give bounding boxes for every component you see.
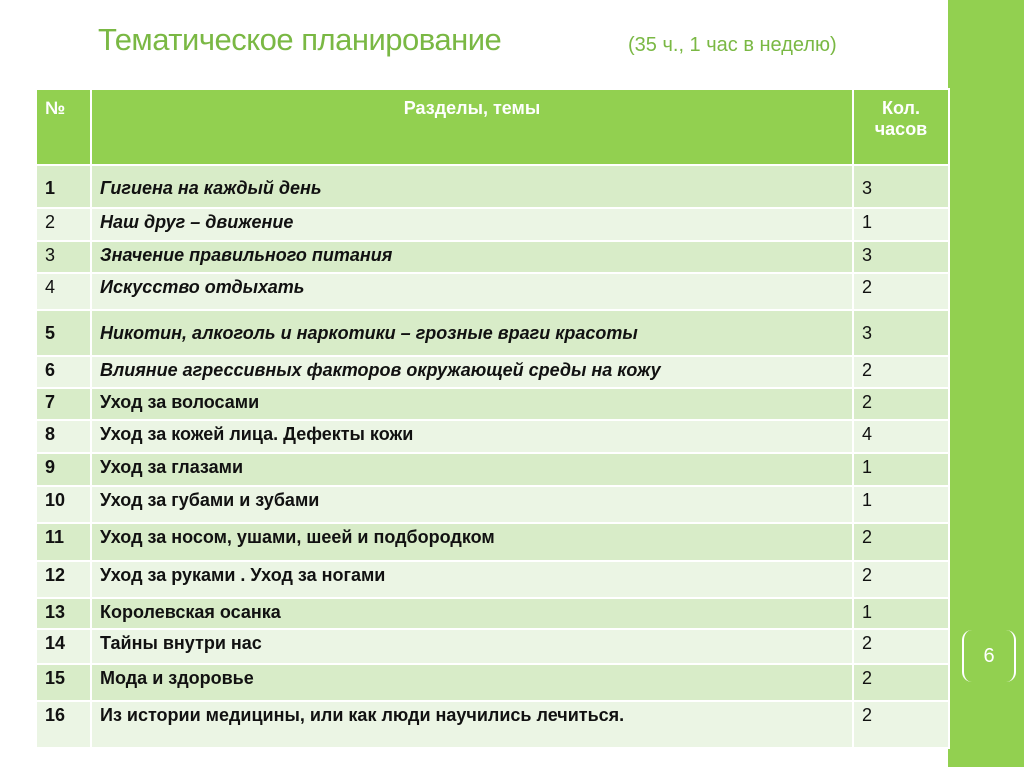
hours: 1 xyxy=(852,597,950,630)
topic: Уход за кожей лица. Дефекты кожи xyxy=(90,419,854,454)
hours: 2 xyxy=(852,628,950,665)
table-row: 5 Никотин, алкоголь и наркотики – грозные… xyxy=(35,309,950,357)
topic: Наш друг – движение xyxy=(90,207,854,242)
table-row: 11 Уход за носом, ушами, шеей и подбородк… xyxy=(35,522,950,562)
row-number: 10 xyxy=(35,485,92,524)
table-row: 10 Уход за губами и зубами 1 xyxy=(35,485,950,524)
table-row: 4 Искусство отдыхать 2 xyxy=(35,272,950,311)
title: Тематическое планирование xyxy=(98,22,502,57)
hours: 1 xyxy=(852,207,950,242)
hours: 4 xyxy=(852,419,950,454)
topic: Уход за глазами xyxy=(90,452,854,487)
hours: 2 xyxy=(852,700,950,749)
table-row: 3 Значение правильного питания 3 xyxy=(35,240,950,274)
topic: Мода и здоровье xyxy=(90,663,854,702)
row-number: 13 xyxy=(35,597,92,630)
column-header: № xyxy=(35,88,92,166)
table-row: 1 Гигиена на каждый день 3 xyxy=(35,164,950,209)
hours: 2 xyxy=(852,560,950,599)
hours: 3 xyxy=(852,309,950,357)
row-number: 6 xyxy=(35,355,92,389)
table-row: 12 Уход за руками . Уход за ногами 2 xyxy=(35,560,950,599)
hours: 2 xyxy=(852,355,950,389)
topic: Уход за волосами xyxy=(90,387,854,421)
table-row: 2 Наш друг – движение 1 xyxy=(35,207,950,242)
table-row: 14 Тайны внутри нас 2 xyxy=(35,628,950,665)
table-row: 7 Уход за волосами 2 xyxy=(35,387,950,421)
hours: 1 xyxy=(852,485,950,524)
topic: Уход за руками . Уход за ногами xyxy=(90,560,854,599)
row-number: 12 xyxy=(35,560,92,599)
column-header: Кол. часов xyxy=(852,88,950,166)
table-row: 8 Уход за кожей лица. Дефекты кожи 4 xyxy=(35,419,950,454)
table-row: 16 Из истории медицины, или как люди науч… xyxy=(35,700,950,749)
topic: Уход за носом, ушами, шеей и подбородком xyxy=(90,522,854,562)
topic: Влияние агрессивных факторов окружающей … xyxy=(90,355,854,389)
topic: Значение правильного питания xyxy=(90,240,854,274)
row-number: 15 xyxy=(35,663,92,702)
row-number: 8 xyxy=(35,419,92,454)
row-number: 9 xyxy=(35,452,92,487)
topic: Королевская осанка xyxy=(90,597,854,630)
topic: Тайны внутри нас xyxy=(90,628,854,665)
row-number: 1 xyxy=(35,164,92,209)
row-number: 4 xyxy=(35,272,92,311)
table-row: 15 Мода и здоровье 2 xyxy=(35,663,950,702)
hours: 2 xyxy=(852,272,950,311)
table-row: 6 Влияние агрессивных факторов окружающей… xyxy=(35,355,950,389)
hours: 2 xyxy=(852,522,950,562)
hours: 3 xyxy=(852,164,950,209)
row-number: 7 xyxy=(35,387,92,421)
page-number: 6 xyxy=(962,630,1016,682)
row-number: 2 xyxy=(35,207,92,242)
row-number: 16 xyxy=(35,700,92,749)
topic: Гигиена на каждый день xyxy=(90,164,854,209)
table-row: 13 Королевская осанка 1 xyxy=(35,597,950,630)
row-number: 14 xyxy=(35,628,92,665)
hours: 2 xyxy=(852,387,950,421)
topic: Искусство отдыхать xyxy=(90,272,854,311)
topic: Из истории медицины, или как люди научил… xyxy=(90,700,854,749)
topic: Никотин, алкоголь и наркотики – грозные … xyxy=(90,309,854,357)
hours: 1 xyxy=(852,452,950,487)
hours: 2 xyxy=(852,663,950,702)
row-number: 3 xyxy=(35,240,92,274)
row-number: 5 xyxy=(35,309,92,357)
topic: Уход за губами и зубами xyxy=(90,485,854,524)
header-row: № Разделы, темы Кол. часов xyxy=(35,88,950,166)
row-number: 11 xyxy=(35,522,92,562)
hours: 3 xyxy=(852,240,950,274)
subtitle: (35 ч., 1 час в неделю) xyxy=(628,34,837,56)
table-row: 9 Уход за глазами 1 xyxy=(35,452,950,487)
column-header: Разделы, темы xyxy=(90,88,854,166)
table: № Разделы, темы Кол. часов 1 Гигиена на к… xyxy=(35,88,950,749)
